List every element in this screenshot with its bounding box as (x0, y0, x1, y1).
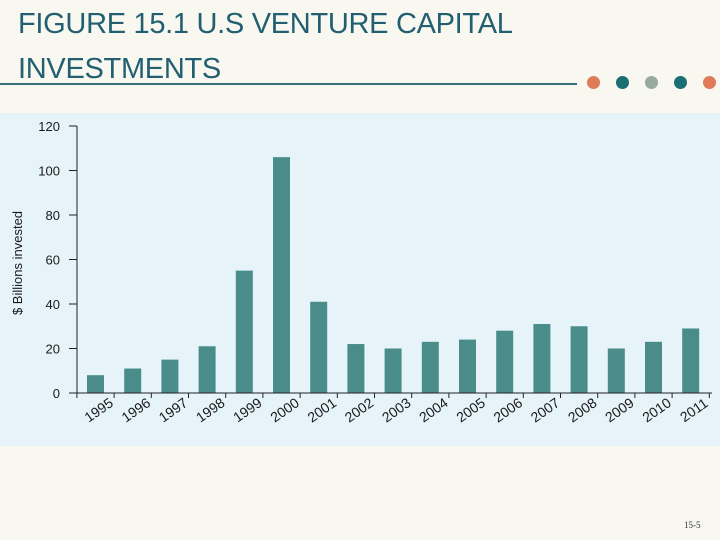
x-tick-label: 2010 (639, 394, 674, 425)
venture-capital-bar-chart: 0 20 40 60 80 100 120 1995 1996 1997 1998 1999 2000… (10, 119, 712, 425)
y-tick-label: 20 (46, 342, 60, 357)
title-divider (0, 83, 577, 85)
accent-dot (616, 76, 629, 89)
bar-2007 (533, 324, 551, 393)
bar-2000 (273, 157, 290, 393)
y-axis-label: $ Billions invested (10, 211, 25, 315)
bar-1996 (124, 368, 142, 393)
accent-dot (674, 76, 687, 89)
y-tick-label: 120 (38, 119, 60, 134)
x-tick-label: 2008 (565, 394, 600, 425)
x-tick-label: 2005 (453, 394, 488, 425)
y-tick-label: 60 (46, 253, 60, 268)
x-tick-label: 1999 (230, 394, 265, 425)
bar-2004 (421, 341, 439, 393)
bar-2003 (384, 348, 402, 393)
y-axis-ticks: 0 20 40 60 80 100 120 (38, 119, 77, 401)
x-tick-label: 2003 (379, 394, 414, 425)
x-tick-label: 1998 (193, 394, 228, 425)
bar-2006 (496, 330, 514, 393)
bar-2011 (682, 328, 700, 393)
x-tick-label: 2001 (304, 394, 339, 425)
x-tick-label: 2011 (677, 395, 711, 425)
x-tick-label: 1996 (118, 394, 153, 425)
bar-2010 (645, 341, 662, 393)
bar-1997 (161, 359, 179, 393)
accent-dot (703, 76, 716, 89)
x-tick-label: 2009 (602, 394, 637, 425)
bar-1998 (198, 346, 216, 393)
bar-2005 (459, 339, 476, 393)
x-tick-label: 2000 (267, 394, 302, 425)
accent-dot (645, 76, 658, 89)
y-tick-label: 80 (46, 208, 60, 223)
bar-2002 (347, 344, 365, 393)
bar-2001 (310, 301, 328, 393)
x-tick-label: 2002 (342, 394, 377, 425)
slide-title-line-1: FIGURE 15.1 U.S VENTURE CAPITAL (18, 8, 513, 40)
accent-dot (587, 76, 600, 89)
slide-title-line-2: INVESTMENTS (18, 53, 221, 85)
page-number: 15-5 (684, 520, 701, 530)
slide-title: FIGURE 15.1 U.S VENTURE CAPITAL INVESTME… (18, 2, 578, 92)
y-tick-label: 100 (38, 164, 60, 179)
x-tick-label: 1995 (81, 394, 116, 425)
bar-2009 (607, 348, 625, 393)
x-tick-label: 2006 (490, 394, 525, 425)
x-tick-label: 2004 (416, 394, 451, 425)
x-tick-label: 1997 (156, 394, 191, 425)
y-tick-label: 40 (46, 297, 60, 312)
bars (87, 157, 700, 393)
x-tick-label: 2007 (528, 394, 563, 425)
bar-2008 (570, 326, 588, 393)
x-axis-ticks: 1995 1996 1997 1998 1999 2000 2001 2002 2003 2004… (76, 393, 711, 425)
bar-1999 (235, 270, 253, 393)
bar-1995 (87, 375, 104, 393)
y-tick-label: 0 (53, 386, 60, 401)
